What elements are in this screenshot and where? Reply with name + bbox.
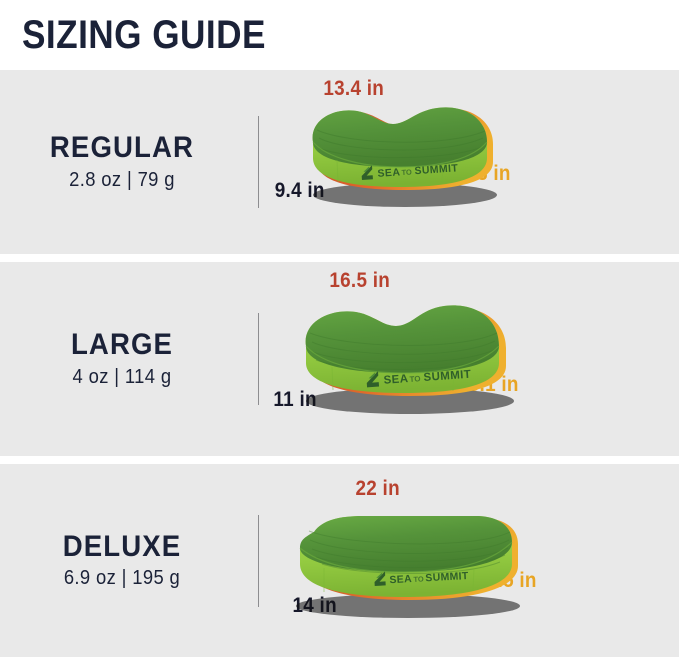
row-divider xyxy=(258,116,259,208)
row-divider xyxy=(258,514,259,607)
sea-to-summit-logo: SEA TO SUMMIT xyxy=(366,369,472,388)
svg-text:SUMMIT: SUMMIT xyxy=(425,570,469,584)
sea-to-summit-logo: SEA TO SUMMIT xyxy=(361,162,459,180)
size-weight: 4 oz | 114 g xyxy=(72,365,172,388)
pillow-graphic: SEA TO SUMMIT xyxy=(296,516,520,618)
title-bar: SIZING GUIDE xyxy=(0,0,679,70)
size-name: REGULAR xyxy=(49,131,195,165)
pillow-graphic: SEA TO SUMMIT xyxy=(305,305,514,414)
pillow-image-large: SEA TO SUMMIT xyxy=(288,286,538,421)
svg-text:TO: TO xyxy=(413,574,424,584)
svg-text:TO: TO xyxy=(409,374,421,384)
size-name: DELUXE xyxy=(62,529,182,563)
svg-text:SEA: SEA xyxy=(383,373,409,387)
size-label-block-regular: REGULAR 2.8 oz | 79 g xyxy=(0,132,258,192)
dimension-length: 13.4 in xyxy=(323,77,385,100)
sea-to-summit-logo: SEA TO SUMMIT xyxy=(374,570,469,586)
size-name: LARGE xyxy=(70,328,174,362)
svg-text:SUMMIT: SUMMIT xyxy=(423,369,471,384)
size-weight: 2.8 oz | 79 g xyxy=(69,168,175,191)
size-row-large: LARGE 4 oz | 114 g 16.5 in 5.1 in 11 in xyxy=(0,262,679,456)
size-label-block-large: LARGE 4 oz | 114 g xyxy=(0,329,258,389)
pillow-illustration-regular: 13.4 in 4.3 in 9.4 in xyxy=(258,70,679,254)
dimension-width: 11 in xyxy=(273,388,317,411)
pillow-image-regular: SEA TO SUMMIT xyxy=(293,92,523,212)
svg-text:SEA: SEA xyxy=(377,166,401,180)
page-title: SIZING GUIDE xyxy=(22,13,266,57)
svg-text:SEA: SEA xyxy=(389,573,412,586)
pillow-graphic: SEA TO SUMMIT xyxy=(312,107,497,207)
pillow-image-deluxe: SEA TO SUMMIT xyxy=(276,496,546,626)
svg-text:TO: TO xyxy=(401,167,412,177)
size-rows: REGULAR 2.8 oz | 79 g 13.4 in 4.3 in 9.4… xyxy=(0,70,679,657)
pillow-illustration-large: 16.5 in 5.1 in 11 in xyxy=(258,262,679,456)
size-row-deluxe: DELUXE 6.9 oz | 195 g 22 in 5.5 in 14 in xyxy=(0,464,679,657)
pillow-illustration-deluxe: 22 in 5.5 in 14 in xyxy=(258,464,679,657)
size-row-regular: REGULAR 2.8 oz | 79 g 13.4 in 4.3 in 9.4… xyxy=(0,70,679,254)
svg-text:SUMMIT: SUMMIT xyxy=(414,162,459,177)
dimension-length: 22 in xyxy=(355,477,400,500)
dimension-width: 9.4 in xyxy=(274,179,325,202)
dimension-length: 16.5 in xyxy=(329,269,391,292)
size-label-block-deluxe: DELUXE 6.9 oz | 195 g xyxy=(0,531,258,591)
size-weight: 6.9 oz | 195 g xyxy=(63,567,181,590)
row-divider xyxy=(258,313,259,405)
